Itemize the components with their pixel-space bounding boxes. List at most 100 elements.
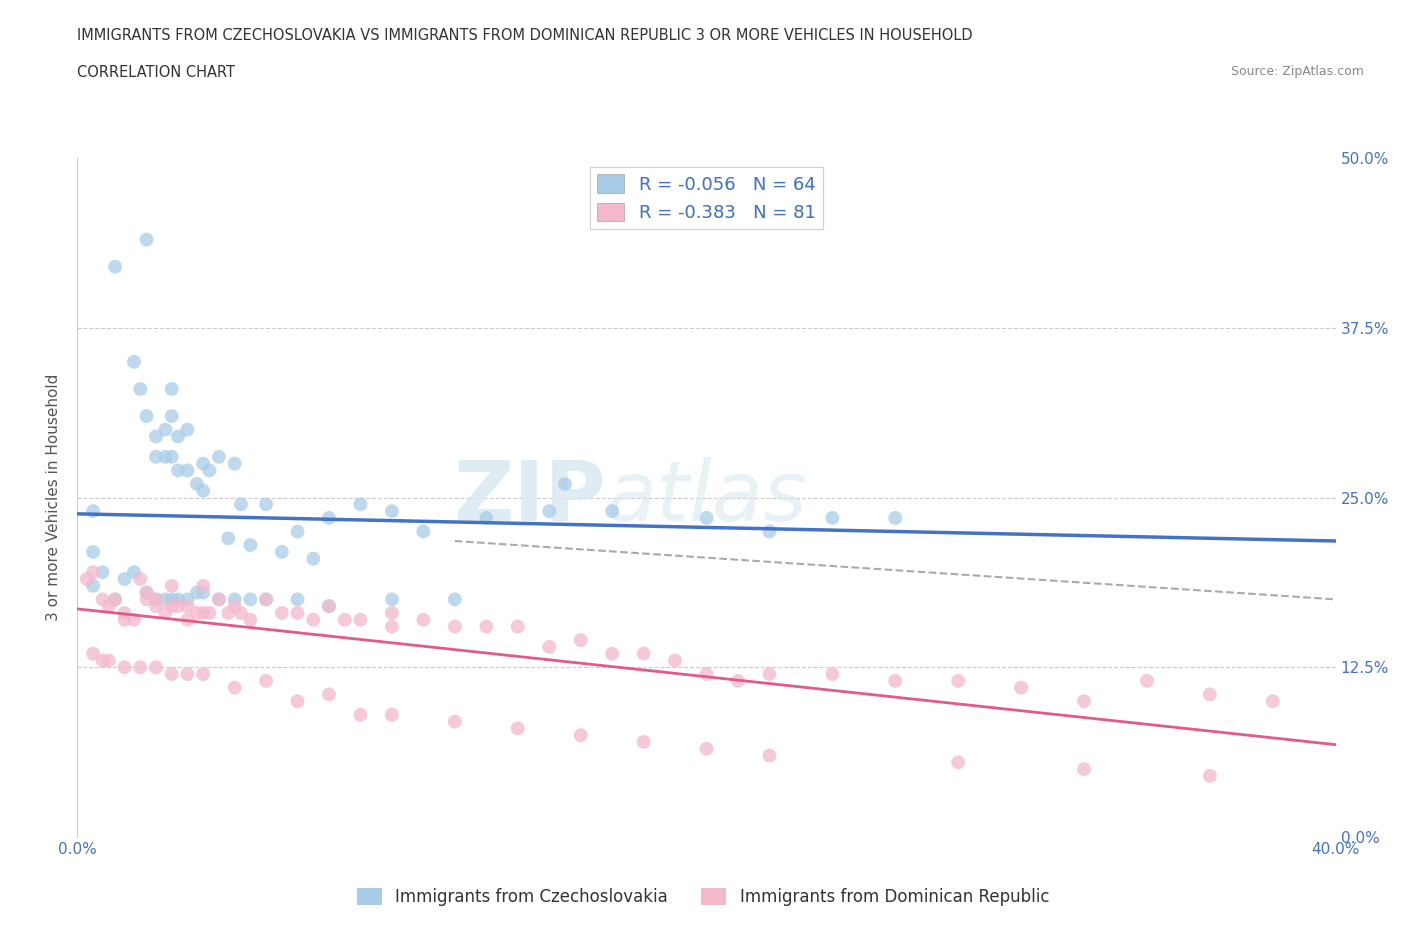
- Point: [176, 612, 198, 627]
- Point: [229, 605, 252, 620]
- Point: [948, 673, 970, 688]
- Text: IMMIGRANTS FROM CZECHOSLOVAKIA VS IMMIGRANTS FROM DOMINICAN REPUBLIC 3 OR MORE V: IMMIGRANTS FROM CZECHOSLOVAKIA VS IMMIGR…: [77, 28, 973, 43]
- Point: [191, 605, 215, 620]
- Point: [97, 599, 120, 614]
- Point: [633, 646, 655, 661]
- Point: [104, 592, 127, 607]
- Point: [538, 640, 561, 655]
- Point: [82, 578, 104, 593]
- Text: Source: ZipAtlas.com: Source: ZipAtlas.com: [1230, 65, 1364, 78]
- Text: atlas: atlas: [606, 457, 807, 538]
- Point: [302, 612, 325, 627]
- Point: [569, 632, 592, 647]
- Point: [287, 525, 309, 539]
- Point: [333, 612, 356, 627]
- Point: [155, 449, 177, 464]
- Point: [82, 565, 104, 579]
- Point: [186, 585, 208, 600]
- Point: [538, 504, 561, 519]
- Point: [122, 354, 145, 369]
- Point: [224, 599, 246, 614]
- Point: [696, 511, 718, 525]
- Point: [135, 232, 157, 247]
- Point: [167, 599, 190, 614]
- Point: [191, 484, 215, 498]
- Point: [633, 735, 655, 750]
- Point: [217, 605, 239, 620]
- Point: [155, 605, 177, 620]
- Point: [76, 572, 98, 587]
- Point: [412, 612, 434, 627]
- Point: [114, 612, 136, 627]
- Point: [758, 525, 780, 539]
- Point: [254, 673, 277, 688]
- Text: CORRELATION CHART: CORRELATION CHART: [77, 65, 235, 80]
- Point: [97, 653, 120, 668]
- Point: [145, 660, 167, 675]
- Point: [318, 687, 340, 702]
- Point: [821, 511, 844, 525]
- Point: [145, 429, 167, 444]
- Point: [82, 646, 104, 661]
- Point: [160, 578, 183, 593]
- Point: [191, 667, 215, 682]
- Point: [349, 497, 371, 512]
- Point: [145, 592, 167, 607]
- Point: [506, 721, 529, 736]
- Point: [1136, 673, 1159, 688]
- Point: [104, 592, 127, 607]
- Point: [664, 653, 686, 668]
- Point: [198, 605, 221, 620]
- Point: [1199, 687, 1222, 702]
- Point: [135, 585, 157, 600]
- Point: [1199, 768, 1222, 783]
- Point: [135, 408, 157, 423]
- Point: [191, 578, 215, 593]
- Point: [948, 755, 970, 770]
- Point: [91, 565, 114, 579]
- Point: [884, 511, 907, 525]
- Point: [91, 592, 114, 607]
- Point: [381, 619, 404, 634]
- Point: [318, 511, 340, 525]
- Point: [696, 667, 718, 682]
- Legend: Immigrants from Czechoslovakia, Immigrants from Dominican Republic: Immigrants from Czechoslovakia, Immigran…: [350, 881, 1056, 912]
- Point: [167, 463, 190, 478]
- Point: [412, 525, 434, 539]
- Point: [155, 592, 177, 607]
- Point: [129, 660, 152, 675]
- Point: [1010, 680, 1032, 695]
- Point: [444, 592, 467, 607]
- Point: [191, 585, 215, 600]
- Point: [176, 667, 198, 682]
- Point: [129, 381, 152, 396]
- Point: [145, 592, 167, 607]
- Point: [254, 592, 277, 607]
- Point: [1073, 694, 1095, 709]
- Point: [191, 457, 215, 472]
- Point: [381, 708, 404, 723]
- Point: [569, 727, 592, 742]
- Point: [1073, 762, 1095, 777]
- Point: [114, 605, 136, 620]
- Point: [224, 592, 246, 607]
- Point: [224, 457, 246, 472]
- Point: [600, 504, 623, 519]
- Point: [122, 565, 145, 579]
- Point: [208, 592, 231, 607]
- Point: [349, 708, 371, 723]
- Point: [254, 592, 277, 607]
- Point: [554, 476, 576, 491]
- Point: [186, 476, 208, 491]
- Point: [129, 572, 152, 587]
- Point: [239, 612, 262, 627]
- Y-axis label: 3 or more Vehicles in Household: 3 or more Vehicles in Household: [46, 374, 62, 621]
- Legend: R = -0.056   N = 64, R = -0.383   N = 81: R = -0.056 N = 64, R = -0.383 N = 81: [591, 167, 823, 230]
- Point: [198, 463, 221, 478]
- Point: [145, 449, 167, 464]
- Point: [506, 619, 529, 634]
- Point: [122, 612, 145, 627]
- Point: [176, 592, 198, 607]
- Point: [475, 511, 498, 525]
- Point: [254, 497, 277, 512]
